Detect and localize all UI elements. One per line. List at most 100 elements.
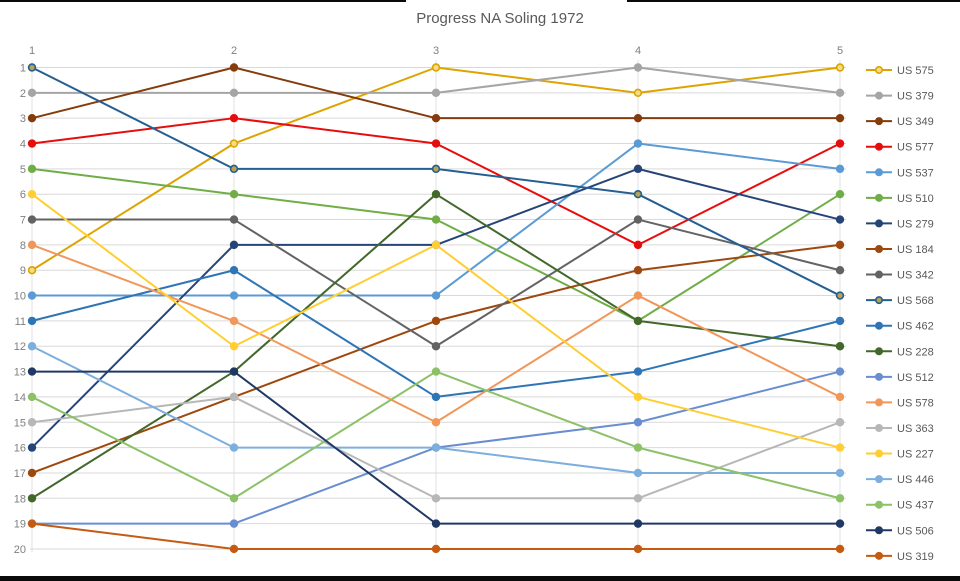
data-point-us-575-race-3[interactable] xyxy=(431,63,441,72)
data-point-us-319-race-1[interactable] xyxy=(27,519,37,528)
data-point-us-349-race-2[interactable] xyxy=(229,63,239,72)
data-point-us-577-race-5[interactable] xyxy=(835,139,845,148)
data-point-us-184-race-4[interactable] xyxy=(633,266,643,275)
data-point-us-462-race-3[interactable] xyxy=(431,392,441,402)
data-point-us-446-race-3[interactable] xyxy=(431,443,441,452)
data-point-us-437-race-4[interactable] xyxy=(633,443,643,452)
data-point-us-227-race-1[interactable] xyxy=(27,190,37,199)
data-point-us-446-race-1[interactable] xyxy=(27,342,37,351)
data-point-us-228-race-5[interactable] xyxy=(835,342,845,351)
data-point-us-512-race-5[interactable] xyxy=(835,367,845,376)
data-point-us-437-race-2[interactable] xyxy=(229,494,239,503)
data-point-us-575-race-5[interactable] xyxy=(835,63,845,72)
legend-item-us-279[interactable]: US 279 xyxy=(866,218,934,230)
data-point-us-506-race-1[interactable] xyxy=(27,367,37,376)
data-point-us-227-race-5[interactable] xyxy=(835,443,845,452)
legend-item-us-506[interactable]: US 506 xyxy=(866,525,934,537)
data-point-us-510-race-2[interactable] xyxy=(229,190,239,199)
data-point-us-506-race-2[interactable] xyxy=(229,367,239,376)
data-point-us-363-race-4[interactable] xyxy=(633,494,643,503)
data-point-us-512-race-4[interactable] xyxy=(633,418,643,427)
legend-item-us-349[interactable]: US 349 xyxy=(866,116,934,128)
data-point-us-342-race-4[interactable] xyxy=(633,215,643,224)
data-point-us-568-race-4[interactable] xyxy=(633,190,643,199)
data-point-us-342-race-5[interactable] xyxy=(835,266,845,275)
data-point-us-342-race-3[interactable] xyxy=(431,342,441,351)
data-point-us-462-race-2[interactable] xyxy=(229,266,239,275)
data-point-us-184-race-3[interactable] xyxy=(431,316,441,326)
data-point-us-446-race-5[interactable] xyxy=(835,468,845,478)
legend-item-us-510[interactable]: US 510 xyxy=(866,193,934,205)
legend-item-us-319[interactable]: US 319 xyxy=(866,551,934,563)
data-point-us-446-race-2[interactable] xyxy=(229,443,239,452)
data-point-us-279-race-1[interactable] xyxy=(27,443,37,452)
data-point-us-568-race-2[interactable] xyxy=(229,164,239,174)
data-point-us-510-race-5[interactable] xyxy=(835,190,845,199)
legend-item-us-446[interactable]: US 446 xyxy=(866,474,934,486)
data-point-us-568-race-5[interactable] xyxy=(835,291,845,300)
data-point-us-363-race-5[interactable] xyxy=(835,418,845,427)
data-point-us-568-race-3[interactable] xyxy=(431,164,441,174)
data-point-us-537-race-3[interactable] xyxy=(431,291,441,300)
data-point-us-575-race-1[interactable] xyxy=(27,266,37,275)
legend-item-us-228[interactable]: US 228 xyxy=(866,346,934,358)
data-point-us-363-race-2[interactable] xyxy=(229,392,239,402)
data-point-us-363-race-3[interactable] xyxy=(431,494,441,503)
data-point-us-342-race-2[interactable] xyxy=(229,215,239,224)
data-point-us-578-race-1[interactable] xyxy=(27,240,37,250)
data-point-us-349-race-3[interactable] xyxy=(431,113,441,123)
data-point-us-577-race-4[interactable] xyxy=(633,240,643,250)
legend-item-us-184[interactable]: US 184 xyxy=(866,244,934,256)
data-point-us-578-race-4[interactable] xyxy=(633,291,643,300)
legend-item-us-342[interactable]: US 342 xyxy=(866,270,934,282)
data-point-us-228-race-3[interactable] xyxy=(431,190,441,199)
data-point-us-319-race-3[interactable] xyxy=(431,544,441,554)
data-point-us-568-race-1[interactable] xyxy=(27,63,37,72)
data-point-us-578-race-5[interactable] xyxy=(835,392,845,402)
data-point-us-577-race-1[interactable] xyxy=(27,139,37,148)
data-point-us-437-race-1[interactable] xyxy=(27,392,37,402)
data-point-us-279-race-4[interactable] xyxy=(633,164,643,174)
data-point-us-184-race-5[interactable] xyxy=(835,240,845,250)
data-point-us-379-race-2[interactable] xyxy=(229,88,239,98)
data-point-us-537-race-4[interactable] xyxy=(633,139,643,148)
legend-item-us-568[interactable]: US 568 xyxy=(866,295,934,307)
legend-item-us-577[interactable]: US 577 xyxy=(866,142,934,154)
data-point-us-184-race-1[interactable] xyxy=(27,468,37,478)
legend-item-us-462[interactable]: US 462 xyxy=(866,321,934,333)
data-point-us-227-race-2[interactable] xyxy=(229,342,239,351)
data-point-us-228-race-1[interactable] xyxy=(27,494,37,503)
data-point-us-379-race-4[interactable] xyxy=(633,63,643,72)
data-point-us-537-race-1[interactable] xyxy=(27,291,37,300)
legend-item-us-537[interactable]: US 537 xyxy=(866,167,934,179)
data-point-us-437-race-5[interactable] xyxy=(835,494,845,503)
data-point-us-578-race-3[interactable] xyxy=(431,418,441,427)
data-point-us-363-race-1[interactable] xyxy=(27,418,37,427)
data-point-us-279-race-5[interactable] xyxy=(835,215,845,224)
legend-item-us-437[interactable]: US 437 xyxy=(866,500,934,512)
data-point-us-342-race-1[interactable] xyxy=(27,215,37,224)
data-point-us-319-race-2[interactable] xyxy=(229,544,239,554)
data-point-us-319-race-5[interactable] xyxy=(835,544,845,554)
data-point-us-319-race-4[interactable] xyxy=(633,544,643,554)
legend-item-us-575[interactable]: US 575 xyxy=(866,65,934,77)
legend-item-us-578[interactable]: US 578 xyxy=(866,397,934,409)
data-point-us-446-race-4[interactable] xyxy=(633,468,643,478)
data-point-us-577-race-2[interactable] xyxy=(229,113,239,123)
data-point-us-537-race-2[interactable] xyxy=(229,291,239,300)
data-point-us-349-race-1[interactable] xyxy=(27,113,37,123)
data-point-us-349-race-4[interactable] xyxy=(633,113,643,123)
data-point-us-578-race-2[interactable] xyxy=(229,316,239,326)
data-point-us-510-race-1[interactable] xyxy=(27,164,37,174)
legend-item-us-379[interactable]: US 379 xyxy=(866,91,934,103)
legend-item-us-363[interactable]: US 363 xyxy=(866,423,934,435)
data-point-us-379-race-1[interactable] xyxy=(27,88,37,98)
data-point-us-506-race-3[interactable] xyxy=(431,519,441,528)
data-point-us-512-race-2[interactable] xyxy=(229,519,239,528)
data-point-us-462-race-1[interactable] xyxy=(27,316,37,326)
data-point-us-379-race-3[interactable] xyxy=(431,88,441,98)
data-point-us-510-race-3[interactable] xyxy=(431,215,441,224)
data-point-us-577-race-3[interactable] xyxy=(431,139,441,148)
data-point-us-349-race-5[interactable] xyxy=(835,113,845,123)
data-point-us-462-race-5[interactable] xyxy=(835,316,845,326)
